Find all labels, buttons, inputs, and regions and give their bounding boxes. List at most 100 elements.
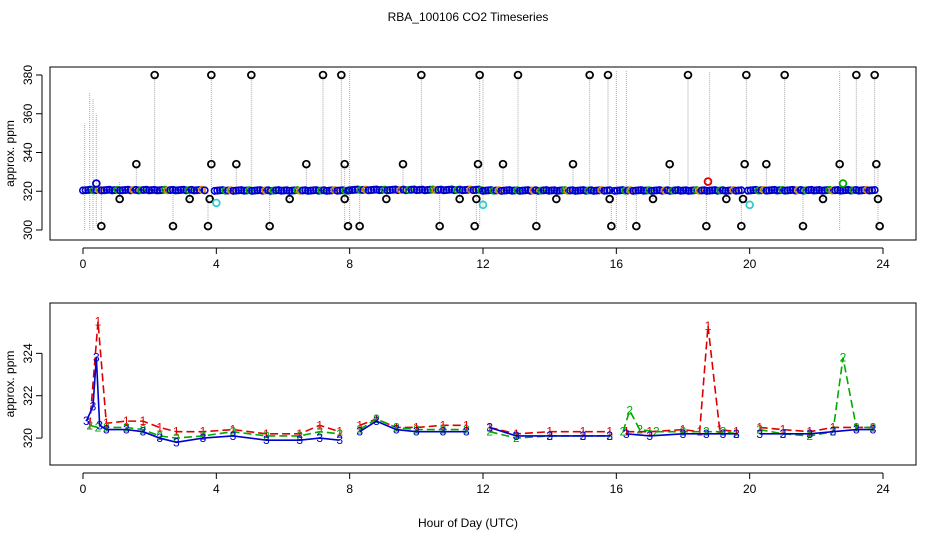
- baseline-point: [420, 186, 429, 195]
- baseline-point: [450, 186, 459, 195]
- series-marker-3: 3: [830, 425, 837, 439]
- series-marker-3: 3: [200, 431, 207, 445]
- baseline-point: [402, 186, 411, 195]
- series-marker-1: 1: [103, 416, 110, 430]
- outlier-point: [798, 221, 808, 231]
- outlier-point: [168, 221, 178, 231]
- outlier-point: [473, 159, 483, 169]
- y-tick-label: 324: [21, 343, 35, 363]
- series-marker-1: 1: [316, 418, 323, 432]
- outlier-point: [632, 221, 641, 231]
- baseline-point: [388, 185, 397, 194]
- baseline-point: [453, 185, 462, 194]
- series-marker-3: 3: [870, 423, 877, 437]
- series-marker-1: 1: [646, 425, 653, 439]
- series-marker-2: 2: [316, 425, 323, 439]
- baseline-point: [431, 186, 440, 195]
- outlier-point: [203, 221, 213, 231]
- outlier-point: [740, 159, 749, 169]
- series-marker-2: 2: [356, 423, 363, 437]
- outlier-point: [343, 221, 353, 231]
- baseline-point: [364, 186, 373, 195]
- baseline-point: [415, 185, 424, 194]
- series-marker-2: 2: [393, 420, 400, 434]
- y-tick-label: 322: [21, 385, 35, 405]
- series-marker-2: 2: [806, 429, 813, 443]
- y-tick-label: 380: [21, 65, 35, 85]
- series-line-3: [359, 420, 467, 433]
- series-marker-2: 2: [200, 429, 207, 443]
- baseline-point: [359, 185, 368, 194]
- series-marker-1: 1: [513, 427, 520, 441]
- baseline-point: [469, 186, 478, 195]
- series-marker-1: 1: [806, 425, 813, 439]
- y-tick-label: 320: [21, 428, 35, 448]
- series-marker-3: 3: [623, 427, 630, 441]
- outlier-point: [382, 194, 391, 204]
- x-tick-label: 12: [476, 257, 490, 271]
- outlier-point: [247, 70, 256, 80]
- outlier-point: [132, 159, 141, 169]
- x-tick-label: 4: [213, 257, 220, 271]
- series-marker-2: 2: [703, 425, 710, 439]
- series-marker-2: 2: [296, 429, 303, 443]
- series-marker-3: 3: [756, 427, 763, 441]
- baseline-point: [356, 186, 365, 195]
- baseline-point: [396, 185, 405, 194]
- outlier-point: [603, 70, 613, 80]
- plot-frame: [49, 302, 917, 466]
- outlier-point: [648, 194, 658, 204]
- outlier-point: [703, 177, 713, 186]
- outlier-point: [568, 159, 578, 169]
- baseline-point: [404, 186, 413, 195]
- outlier-point: [207, 70, 216, 80]
- outlier-point: [872, 159, 881, 169]
- series-marker-3: 3: [173, 435, 180, 449]
- series-marker-3: 3: [103, 423, 110, 437]
- baseline-point: [442, 186, 451, 195]
- series-marker-1: 1: [173, 425, 180, 439]
- series-marker-3: 3: [156, 431, 163, 445]
- series-marker-3: 3: [356, 425, 363, 439]
- x-tick-label: 16: [610, 482, 624, 496]
- baseline-point: [423, 186, 432, 195]
- series-marker-2: 2: [636, 423, 643, 437]
- series-marker-1: 1: [623, 425, 630, 439]
- plot-frame: [49, 66, 917, 241]
- baseline-point: [461, 186, 470, 195]
- outlier-point: [285, 194, 294, 204]
- outlier-point: [873, 194, 883, 204]
- outlier-point: [185, 194, 194, 204]
- baseline-point: [445, 185, 454, 194]
- baseline-point: [200, 186, 209, 195]
- series-marker-2: 2: [413, 423, 420, 437]
- outlier-point: [470, 221, 479, 231]
- series-marker-3: 3: [806, 427, 813, 441]
- series-marker-3: 3: [263, 433, 270, 447]
- series-marker-2: 2: [620, 425, 627, 439]
- y-axis-label: approx. ppm: [3, 120, 17, 187]
- series-marker-1: 1: [780, 423, 787, 437]
- series-marker-3: 3: [96, 418, 103, 432]
- series-marker-2: 2: [173, 431, 180, 445]
- series-marker-1: 1: [870, 420, 877, 434]
- series-line-3: [489, 426, 610, 437]
- series-marker-1: 1: [230, 423, 237, 437]
- series-line-2: [622, 408, 737, 435]
- series-marker-2: 2: [513, 431, 520, 445]
- series-marker-2: 2: [870, 420, 877, 434]
- outlier-point: [742, 70, 751, 80]
- series-marker-3: 3: [780, 427, 787, 441]
- series-marker-2: 2: [680, 425, 687, 439]
- series-marker-1: 1: [140, 414, 147, 428]
- outlier-point: [115, 194, 124, 204]
- series-marker-2: 2: [373, 412, 380, 426]
- outlier-point: [585, 70, 594, 80]
- outlier-point: [435, 221, 444, 231]
- outlier-point: [340, 194, 349, 204]
- series-marker-3: 3: [486, 420, 493, 434]
- x-tick-label: 12: [476, 482, 490, 496]
- series-line-1: [88, 321, 340, 435]
- outlier-point: [683, 70, 693, 80]
